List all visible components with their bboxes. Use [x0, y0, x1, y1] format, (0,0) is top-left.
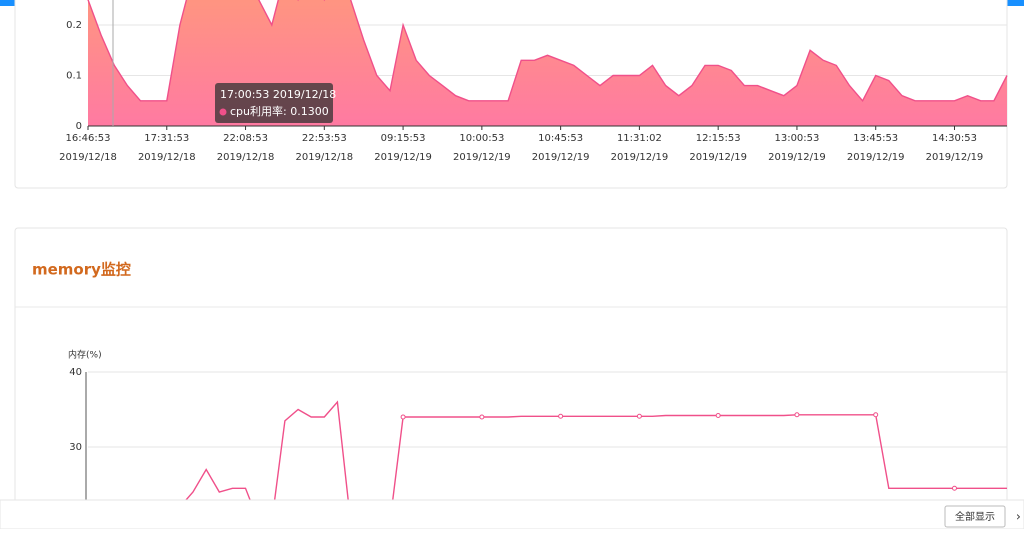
- x-tick-label: 22:08:53: [223, 133, 268, 144]
- x-tick-label: 09:15:53: [381, 133, 426, 144]
- x-tick-label: 13:45:53: [853, 133, 898, 144]
- line: [88, 400, 1007, 523]
- tooltip-label: cpu利用率: 0.1300: [230, 104, 329, 118]
- y-tick-label: 0.2: [66, 20, 82, 31]
- line: [87, 0, 1008, 103]
- x-tick-date: 2019/12/19: [768, 152, 826, 163]
- point: [873, 412, 879, 418]
- x-tick-date: 2019/12/18: [217, 152, 275, 163]
- x-tick-date: 2019/12/19: [532, 152, 590, 163]
- x-tick-date: 2019/12/19: [926, 152, 984, 163]
- x-tick-date: 2019/12/18: [295, 152, 353, 163]
- y-tick-label: 30: [69, 442, 82, 453]
- show-all-button[interactable]: [944, 505, 1006, 528]
- bottom-bar: [0, 499, 1024, 530]
- x-tick-date: 2019/12/19: [611, 152, 669, 163]
- point: [715, 413, 721, 418]
- x-tick-date: 2019/12/19: [847, 152, 905, 163]
- point: [479, 414, 485, 420]
- x-tick-label: 10:45:53: [538, 133, 583, 144]
- card-title: memory监控: [32, 261, 131, 279]
- x-tick-label: 14:30:53: [932, 133, 977, 144]
- tooltip-dot: [219, 108, 227, 116]
- y-tick-label: 0: [76, 121, 82, 132]
- show-all-label[interactable]: 全部显示: [955, 510, 995, 523]
- x-tick-date: 2019/12/18: [59, 152, 117, 163]
- y-tick-label: 40: [69, 367, 82, 378]
- point: [636, 413, 642, 419]
- next-arrow[interactable]: ›: [1016, 510, 1021, 524]
- y-tick-label: 0.1: [66, 71, 82, 82]
- memory-card: [14, 227, 1008, 533]
- y-axis-label: 内存(%): [68, 349, 102, 361]
- x-tick-label: 13:00:53: [774, 133, 819, 144]
- x-tick-date: 2019/12/18: [138, 152, 196, 163]
- tooltip-title: 17:00:53 2019/12/18: [220, 88, 336, 101]
- point: [951, 485, 957, 491]
- x-tick-date: 2019/12/19: [689, 152, 747, 163]
- x-tick-label: 16:46:53: [66, 133, 111, 144]
- tooltip: [215, 83, 333, 123]
- x-tick-label: 11:31:02: [617, 133, 662, 144]
- point: [558, 413, 564, 419]
- point: [400, 414, 406, 420]
- x-tick-label: 12:15:53: [696, 133, 741, 144]
- x-tick-label: 17:31:53: [144, 133, 189, 144]
- point: [794, 412, 800, 418]
- x-tick-label: 10:00:53: [459, 133, 504, 144]
- x-tick-date: 2019/12/19: [453, 152, 511, 163]
- x-tick-date: 2019/12/19: [374, 152, 432, 163]
- x-tick-label: 22:53:53: [302, 133, 347, 144]
